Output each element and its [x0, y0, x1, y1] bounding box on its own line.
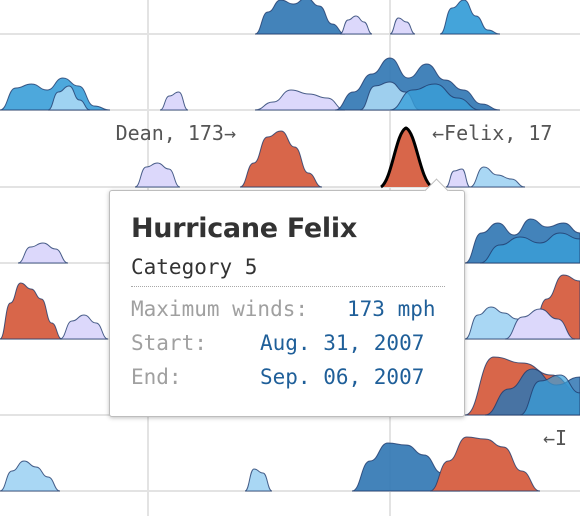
storm-area[interactable] — [439, 0, 501, 35]
storm-area[interactable] — [479, 232, 580, 264]
tooltip-title: Hurricane Felix — [131, 213, 357, 244]
storm-area[interactable] — [59, 314, 109, 340]
storm-area[interactable] — [389, 83, 481, 111]
start-value: Aug. 31, 2007 — [260, 331, 425, 355]
annotations: Dean, 173→ ←Felix, 17 ←I — [116, 121, 568, 450]
storm-area[interactable] — [445, 168, 471, 188]
tooltip-category: Category 5 — [131, 255, 258, 279]
storm-area[interactable] — [0, 282, 63, 340]
storm-area[interactable] — [339, 15, 373, 35]
storm-area[interactable] — [244, 468, 273, 492]
storm-tooltip: Hurricane Felix Category 5 Maximum winds… — [109, 178, 465, 417]
storm-annotation: Dean, 173→ — [116, 121, 236, 145]
storm-area[interactable] — [504, 308, 576, 340]
tooltip-end-row: End: Sep. 06, 2007 — [131, 365, 424, 389]
storm-area[interactable] — [519, 374, 580, 416]
storm-area[interactable] — [254, 89, 346, 111]
felix-outline — [379, 126, 434, 189]
start-label: Start: — [131, 331, 207, 355]
storm-area[interactable] — [429, 436, 541, 492]
tooltip-start-row: Start: Aug. 31, 2007 — [131, 331, 424, 355]
storm-area[interactable] — [0, 460, 61, 492]
storm-annotation: ←Felix, 17 — [432, 121, 552, 145]
storm-area[interactable] — [17, 242, 69, 264]
storm-area[interactable] — [469, 166, 526, 188]
tooltip-divider — [131, 286, 445, 287]
storm-annotation: ←I — [543, 426, 567, 450]
storm-area[interactable] — [254, 0, 346, 35]
tooltip-winds-row: Maximum winds: 173 mph — [131, 297, 436, 321]
winds-label: Maximum winds: — [131, 297, 309, 321]
storm-area[interactable] — [47, 85, 91, 111]
end-label: End: — [131, 365, 182, 389]
storm-area[interactable] — [159, 91, 189, 111]
end-value: Sep. 06, 2007 — [260, 365, 425, 389]
storm-area[interactable] — [389, 17, 416, 35]
storm-area[interactable] — [134, 162, 181, 188]
winds-value: 173 mph — [347, 297, 436, 321]
storm-areas — [0, 0, 580, 492]
storm-area[interactable] — [239, 130, 323, 188]
felix-area[interactable] — [381, 128, 432, 187]
